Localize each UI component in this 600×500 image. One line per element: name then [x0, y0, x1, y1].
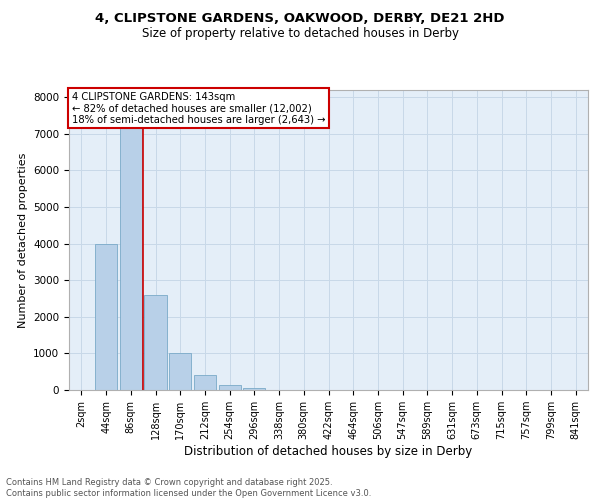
Bar — [243, 388, 265, 390]
Text: 4 CLIPSTONE GARDENS: 143sqm
← 82% of detached houses are smaller (12,002)
18% of: 4 CLIPSTONE GARDENS: 143sqm ← 82% of det… — [71, 92, 325, 124]
Bar — [145, 295, 167, 390]
Text: Size of property relative to detached houses in Derby: Size of property relative to detached ho… — [142, 28, 458, 40]
X-axis label: Distribution of detached houses by size in Derby: Distribution of detached houses by size … — [184, 445, 473, 458]
Bar — [194, 376, 216, 390]
Text: 4, CLIPSTONE GARDENS, OAKWOOD, DERBY, DE21 2HD: 4, CLIPSTONE GARDENS, OAKWOOD, DERBY, DE… — [95, 12, 505, 26]
Y-axis label: Number of detached properties: Number of detached properties — [17, 152, 28, 328]
Bar — [218, 384, 241, 390]
Text: Contains HM Land Registry data © Crown copyright and database right 2025.
Contai: Contains HM Land Registry data © Crown c… — [6, 478, 371, 498]
Bar — [169, 354, 191, 390]
Bar — [95, 244, 117, 390]
Bar — [119, 123, 142, 390]
